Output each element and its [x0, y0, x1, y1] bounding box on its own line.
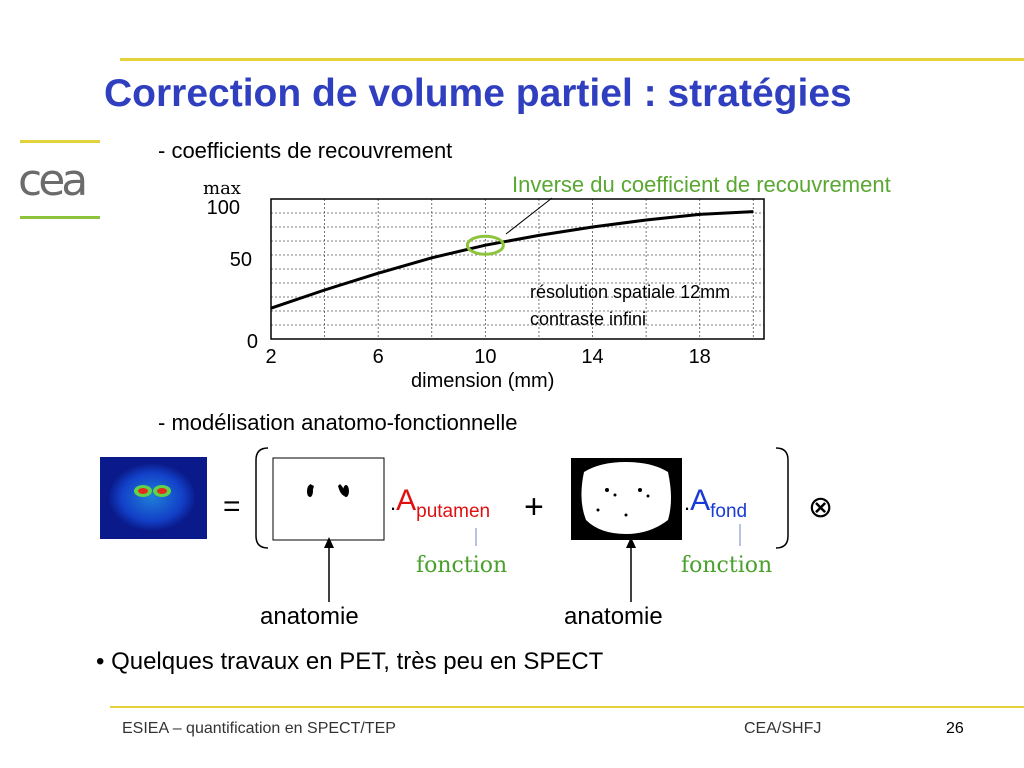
cea-logo: cea — [18, 155, 88, 206]
equals-sign: = — [223, 490, 241, 523]
recovery-curve — [270, 210, 754, 310]
fonction-label-2: fonction — [681, 553, 773, 578]
section-heading-modelling: - modélisation anatomo-fonctionnelle — [158, 410, 518, 435]
x-tick-label: 10 — [474, 346, 497, 368]
x-tick-label: 14 — [581, 346, 604, 368]
right-bracket — [775, 447, 789, 549]
y-max-label: max — [203, 178, 241, 199]
plot-frame — [270, 198, 765, 340]
slide-title: Correction de volume partiel : stratégie… — [104, 72, 852, 115]
convolution-operator: ⊗ — [808, 491, 834, 524]
note-contrast: contraste infini — [530, 309, 647, 329]
x-tick-label: 18 — [688, 346, 711, 368]
section-heading-recovery: - coefficients de recouvrement — [158, 138, 453, 163]
a-fond-term: .Afond — [684, 484, 748, 522]
footer-course: ESIEA – quantification en SPECT/TEP — [122, 720, 396, 737]
logo-top-line — [20, 140, 100, 143]
x-tick-label: 6 — [372, 346, 384, 368]
fonction-label-1: fonction — [416, 553, 508, 578]
left-bracket — [255, 447, 269, 549]
anatomie-label-2: anatomie — [564, 603, 663, 630]
inverse-coefficient-label: Inverse du coefficient de recouvrement — [512, 172, 891, 197]
callout-line — [505, 197, 553, 235]
logo-bottom-line — [20, 216, 100, 219]
y-tick-label: 100 — [206, 197, 240, 219]
bullet-point: • Quelques travaux en PET, très peu en S… — [96, 648, 604, 675]
a-putamen-term: .Aputamen — [390, 484, 491, 522]
pet-image — [100, 457, 207, 539]
title-accent-line — [120, 58, 1024, 61]
y-tick-label: 0 — [246, 331, 258, 353]
anatomie-label-1: anatomie — [260, 603, 359, 630]
footer-line — [110, 706, 1024, 708]
x-tick-label: 2 — [265, 346, 277, 368]
highlight-ellipse — [465, 234, 505, 256]
putamen-mask-image — [272, 457, 385, 541]
footer-lab: CEA/SHFJ — [744, 720, 822, 737]
plus-sign: + — [524, 488, 544, 526]
page-number: 26 — [946, 720, 964, 737]
x-axis-title: dimension (mm) — [411, 370, 555, 392]
note-resolution: résolution spatiale 12mm — [530, 282, 731, 302]
y-tick-label: 50 — [229, 249, 252, 271]
